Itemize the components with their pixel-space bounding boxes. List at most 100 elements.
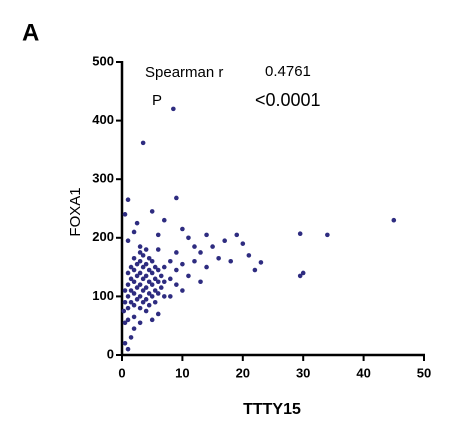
point (391, 217, 397, 223)
point (297, 273, 303, 279)
y-tick-label: 400 (92, 112, 114, 127)
point (131, 314, 137, 320)
point (152, 299, 158, 305)
point (198, 250, 203, 255)
point (198, 279, 203, 285)
point (131, 279, 137, 285)
point (149, 317, 155, 323)
point (180, 226, 185, 232)
point (155, 279, 161, 285)
point (155, 247, 161, 252)
point (143, 308, 149, 314)
point (297, 231, 303, 236)
point (128, 335, 134, 340)
point (149, 270, 155, 276)
point (131, 267, 137, 273)
point (171, 106, 176, 112)
y-tick-label: 100 (92, 288, 114, 303)
x-tick-label: 40 (356, 365, 370, 380)
point (137, 270, 143, 276)
point (122, 340, 128, 346)
point (140, 288, 146, 293)
point (122, 288, 128, 293)
point (125, 238, 131, 244)
point (128, 288, 134, 293)
point (161, 217, 167, 223)
point (161, 264, 167, 270)
point (128, 264, 134, 270)
point (204, 232, 209, 238)
point (161, 294, 167, 299)
point (228, 258, 234, 264)
point (300, 270, 306, 276)
point (146, 267, 152, 273)
point (158, 273, 164, 279)
point (137, 320, 143, 326)
panel-label: A (22, 19, 39, 46)
x-tick-label: 20 (236, 365, 250, 380)
annotation: Spearman r (145, 64, 223, 81)
point (134, 297, 140, 302)
annotation: <0.0001 (255, 90, 321, 110)
point (168, 258, 173, 264)
x-tick-label: 10 (175, 365, 189, 380)
point (143, 261, 149, 267)
point (125, 282, 131, 287)
point (143, 285, 149, 290)
point (121, 308, 127, 314)
point (143, 297, 149, 302)
point (125, 346, 131, 352)
point (149, 209, 155, 214)
x-axis-label: TTTY15 (243, 401, 301, 418)
point (131, 291, 137, 296)
point (140, 264, 146, 270)
point (240, 241, 246, 246)
point (234, 232, 240, 238)
point (161, 279, 167, 285)
point (246, 253, 252, 258)
point (152, 288, 158, 293)
point (146, 291, 152, 296)
point (137, 282, 143, 287)
point (131, 256, 137, 261)
point (125, 305, 131, 311)
point (252, 267, 258, 273)
point (192, 244, 197, 249)
point (216, 256, 221, 261)
point (155, 311, 161, 317)
point (125, 197, 131, 203)
y-tick-label: 500 (92, 53, 114, 68)
annotation: 0.4761 (265, 63, 311, 80)
point (146, 256, 152, 261)
point (122, 212, 128, 217)
point (155, 232, 161, 238)
point (143, 247, 149, 252)
point (125, 270, 131, 276)
point (146, 279, 152, 285)
annotation: P (152, 92, 162, 109)
point (131, 229, 137, 235)
point (146, 302, 152, 308)
point (122, 320, 128, 326)
point (180, 288, 185, 293)
point (174, 250, 179, 255)
point (140, 276, 146, 282)
x-tick-label: 0 (118, 365, 125, 380)
point (128, 276, 134, 282)
point (149, 294, 155, 299)
x-tick-label: 30 (296, 365, 310, 380)
point (192, 258, 197, 264)
point (134, 220, 140, 226)
point (174, 195, 179, 201)
point (134, 285, 140, 290)
y-axis-label: FOXA1 (67, 187, 84, 236)
point (137, 294, 143, 299)
point (140, 299, 146, 305)
point (137, 244, 143, 249)
point (152, 264, 158, 270)
point (174, 282, 179, 287)
point (155, 267, 161, 273)
point (186, 273, 191, 279)
point (128, 299, 134, 305)
